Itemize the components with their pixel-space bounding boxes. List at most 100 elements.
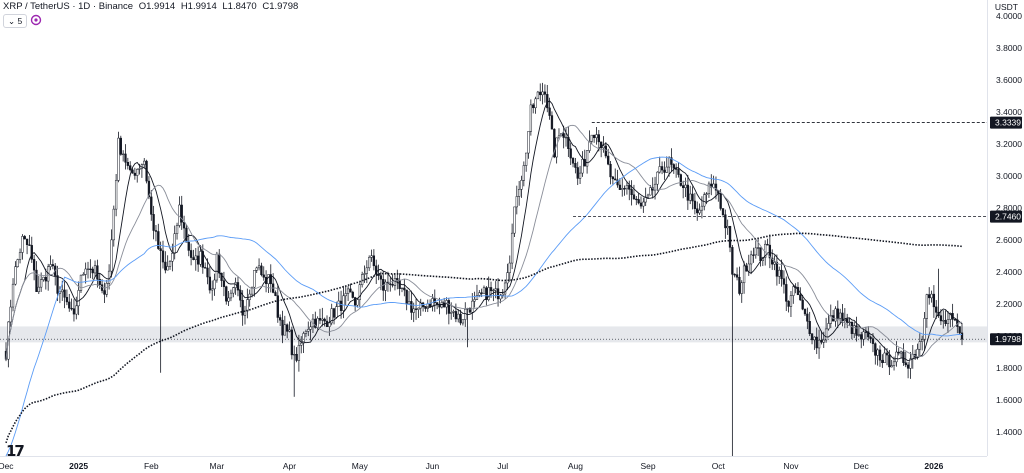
candle-body [288,329,291,332]
candle-body [820,339,823,343]
candle-body [623,188,626,190]
candle-body [658,166,661,173]
candle-body [846,318,849,323]
candle-body [318,318,322,321]
candle-body [110,239,113,272]
candle-body [196,255,200,265]
candle-body [766,243,769,246]
candle-body [204,267,207,269]
y-tick-label: 4.0000 [996,11,1022,21]
open-value: O1.9914 [138,1,176,12]
candle-body [522,165,525,181]
candle-body [344,293,347,297]
candle-body [827,323,830,330]
candle-body [328,322,331,327]
candle-body [14,266,17,285]
candle-body [56,275,59,294]
candle-body [679,174,682,186]
candle-body [574,163,577,168]
candle-body [496,288,500,300]
candle-body [735,274,739,278]
candle-body [860,334,863,340]
candle-body [714,183,718,191]
candle-body [740,282,743,294]
symbol-title[interactable]: XRP / TetherUS · 1D · Binance [3,1,134,12]
candle-body [635,198,638,201]
candle-body [609,163,612,178]
candle-body [707,183,711,195]
candle-body [412,308,415,313]
candle-body [187,241,190,251]
candle-body [632,194,636,200]
candle-body [625,185,629,190]
candle-body [454,311,458,320]
candle-body [461,319,465,324]
ma-mid-line [5,124,963,360]
candle-body [604,145,607,157]
candles [4,82,964,456]
candle-body [705,193,708,195]
candle-body [16,259,19,267]
price-label-text: 3.3339 [995,118,1021,128]
candle-body [731,247,734,275]
candle-body [571,157,575,164]
candle-body [527,131,530,154]
candle-body [293,353,296,356]
candle-body [890,365,893,368]
candle-body [902,351,905,363]
candle-body [21,236,24,253]
candle-body [883,352,886,363]
indicators-toggle-button[interactable]: ⌄ 5 [3,14,28,28]
indicator-count: 5 [17,16,23,26]
candle-body [276,295,279,318]
candle-body [138,168,141,170]
candle-body [773,261,776,265]
candle-body [855,325,858,336]
ma-fast-line [5,100,963,362]
candle-body [642,201,645,207]
candle-body [536,91,540,100]
candle-body [468,307,472,313]
candle-body [810,333,814,341]
candle-body [11,283,15,308]
candle-body [61,289,64,293]
y-tick-label: 2.2000 [996,299,1022,309]
candle-body [906,364,910,369]
candle-body [257,265,261,269]
candle-body [185,227,188,243]
candle-body [65,297,69,303]
candle-body [899,351,903,354]
candle-body [928,294,931,299]
candle-body [689,193,692,201]
candle-body [428,303,432,307]
candle-body [923,318,926,341]
candle-body [824,328,828,341]
candle-body [771,257,774,265]
candle-body [592,134,596,139]
chart-header: XRP / TetherUS · 1D · Binance O1.9914 H1… [3,1,301,12]
candle-body [834,308,837,322]
candle-body [949,313,952,320]
candle-body [75,305,78,315]
candle-body [857,334,861,336]
y-tick-label: 2.6000 [996,235,1022,245]
x-tick-label: Dec [0,461,14,471]
indicator-settings-icon[interactable] [30,14,42,26]
candle-body [672,164,675,169]
candle-body [506,272,509,284]
candle-body [726,226,729,229]
candle-body [199,251,202,265]
x-tick-label: 2025 [69,461,88,471]
candle-body [227,297,230,302]
candle-body [869,336,872,339]
candle-body [864,331,868,333]
candle-body [944,320,947,324]
candle-body [517,189,521,197]
candle-body [189,250,193,258]
candle-body [42,276,45,280]
candle-body [742,265,746,284]
candle-body [909,358,912,369]
currency-label[interactable]: USDT [994,2,1018,12]
candle-body [815,336,818,349]
